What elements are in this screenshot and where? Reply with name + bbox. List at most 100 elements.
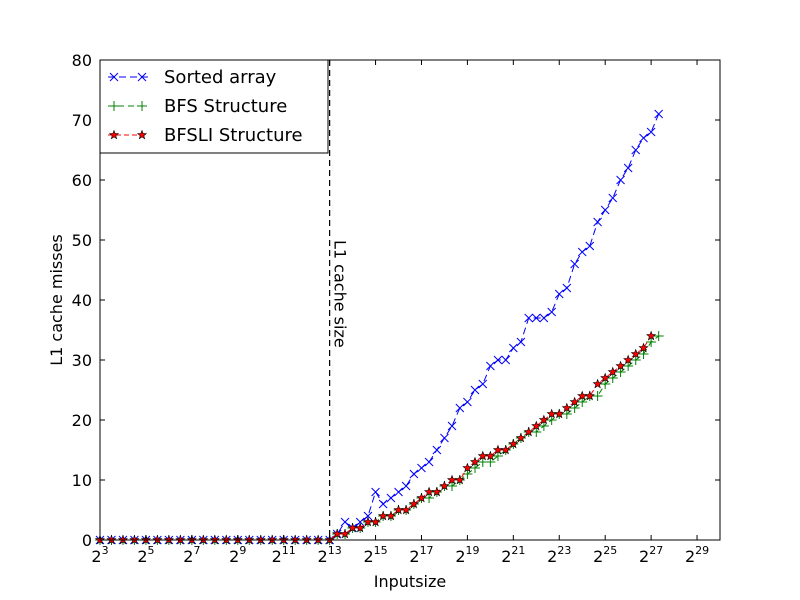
legend-label: BFS Structure: [164, 96, 287, 117]
y-tick-label: 10: [72, 471, 92, 490]
data-point: [539, 313, 549, 323]
y-tick-label: 60: [72, 171, 92, 190]
data-point: [538, 414, 549, 425]
x-tick-label: 221: [501, 544, 525, 566]
legend-marker: [108, 129, 120, 140]
data-point: [394, 487, 403, 497]
legend-items: Sorted array BFS Structure BFSLI Structure: [108, 67, 303, 146]
x-tick-label: 217: [409, 544, 433, 566]
x-tick-label: 227: [639, 544, 663, 566]
data-point: [538, 421, 549, 431]
legend-marker: [109, 72, 119, 82]
data-point: [431, 486, 442, 497]
data-point: [508, 438, 519, 449]
legend-marker: [136, 129, 148, 140]
data-point: [592, 378, 603, 389]
data-point: [562, 283, 572, 293]
data-point: [501, 355, 511, 365]
data-point: [508, 343, 518, 353]
data-point: [416, 492, 427, 503]
axis-layer: 0 10 20 30 40 50 60 70 80 23 25 27 29 211 213 215 217 219…: [72, 51, 720, 566]
data-point: [454, 474, 465, 485]
data-point: [432, 445, 442, 455]
cache-size-label: L1 cache size: [331, 240, 350, 348]
data-point: [546, 415, 557, 425]
x-tick-label: 229: [685, 544, 709, 566]
data-point: [439, 480, 450, 491]
data-point: [531, 420, 542, 431]
data-point: [447, 421, 457, 431]
data-point: [340, 517, 350, 527]
data-point: [615, 360, 626, 371]
data-point: [623, 163, 633, 173]
data-point: [654, 109, 664, 119]
data-point: [584, 390, 595, 401]
data-point: [371, 487, 380, 497]
x-tick-label: 215: [363, 544, 387, 566]
data-point: [569, 403, 580, 413]
data-point: [485, 450, 496, 461]
data-point: [585, 241, 595, 251]
data-point: [401, 504, 412, 515]
legend-item: Sorted array: [108, 67, 277, 88]
data-point: [600, 372, 611, 383]
data-point: [577, 397, 588, 407]
data-point: [493, 355, 503, 365]
data-point: [554, 289, 564, 299]
x-tick-label: 211: [272, 544, 296, 566]
data-point: [516, 337, 526, 347]
data-point: [409, 469, 419, 479]
data-point: [531, 427, 542, 437]
y-tick-label: 0: [82, 531, 92, 550]
data-point: [469, 456, 481, 467]
x-tick-label: 219: [455, 544, 479, 566]
data-point: [401, 481, 411, 491]
y-tick-label: 40: [72, 291, 92, 310]
data-point: [638, 342, 649, 353]
data-point: [424, 493, 435, 503]
y-tick-label: 30: [72, 351, 92, 370]
data-point: [447, 481, 458, 491]
y-tick-label: 80: [72, 51, 92, 70]
data-point: [524, 313, 534, 323]
data-point: [607, 373, 618, 383]
y-tick-label: 70: [72, 111, 92, 130]
data-point: [593, 217, 602, 227]
data-point: [630, 348, 641, 359]
data-point: [370, 516, 381, 527]
y-axis-label: L1 cache misses: [47, 234, 66, 366]
legend-item: BFS Structure: [108, 96, 287, 117]
x-axis-label: Inputsize: [374, 572, 446, 591]
data-point: [616, 175, 625, 185]
data-point: [455, 403, 465, 413]
data-point: [363, 511, 373, 521]
data-point: [478, 379, 488, 389]
data-point: [385, 510, 397, 521]
data-point: [646, 127, 656, 137]
series-line: [100, 113, 660, 541]
data-point: [646, 337, 657, 347]
x-tick-label: 25: [137, 544, 154, 566]
data-point: [600, 379, 611, 389]
data-point: [623, 361, 634, 371]
x-tick-label: 223: [547, 544, 571, 566]
data-point: [639, 133, 648, 143]
x-tick-label: 23: [91, 544, 108, 566]
data-point: [577, 247, 587, 257]
x-tick-label: 29: [229, 544, 246, 566]
data-point: [355, 522, 366, 533]
data-point: [561, 402, 572, 413]
legend-label: BFSLI Structure: [164, 125, 303, 146]
data-point: [424, 457, 434, 467]
data-point: [600, 205, 610, 215]
data-point: [470, 385, 480, 395]
data-point: [554, 408, 565, 419]
data-point: [485, 457, 496, 467]
legend-marker: [137, 72, 147, 82]
data-point: [531, 313, 541, 323]
data-point: [339, 528, 351, 539]
x-tick-label: 225: [593, 544, 617, 566]
data-point: [608, 193, 618, 203]
x-tick-label: 27: [183, 544, 200, 566]
